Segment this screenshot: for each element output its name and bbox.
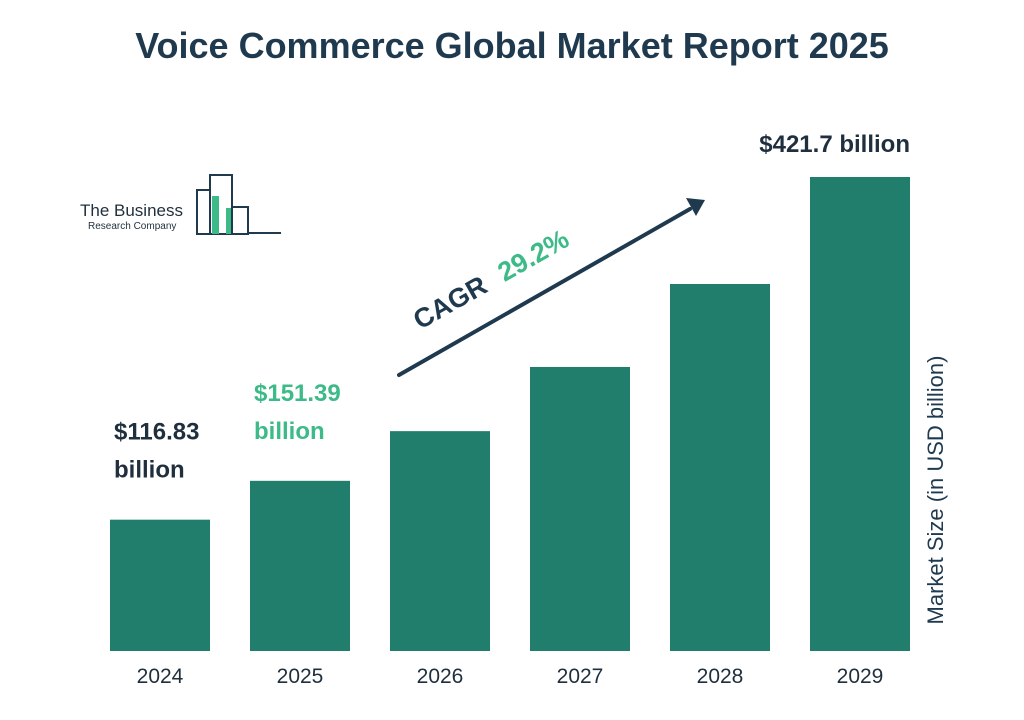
logo-name: The Business — [80, 201, 183, 220]
cagr-annotation: CAGR 29.2% — [397, 198, 705, 377]
x-tick-2026: 2026 — [417, 665, 464, 688]
company-logo: The Business Research Company — [80, 174, 281, 235]
cagr-label: CAGR 29.2% — [408, 224, 574, 336]
cagr-value-text: 29.2% — [493, 224, 574, 288]
x-tick-2027: 2027 — [557, 665, 604, 688]
data-label-2025-line-2: billion — [254, 418, 325, 445]
data-label-2024-line-2: billion — [114, 457, 185, 484]
x-tick-2025: 2025 — [277, 665, 324, 688]
cagr-label-text: CAGR — [408, 270, 492, 335]
cagr-arrow-head-icon — [686, 198, 705, 216]
cagr-arrow-line — [397, 207, 692, 377]
bar-2027 — [530, 366, 630, 651]
bar-2029 — [810, 177, 910, 651]
bar-2025 — [250, 480, 350, 651]
y-axis-label: Market Size (in USD billion) — [923, 356, 948, 625]
bar-2028 — [670, 284, 770, 651]
data-label-2029-line-1: $421.7 billion — [759, 131, 910, 158]
bar-2026 — [390, 431, 490, 651]
x-tick-2024: 2024 — [137, 665, 184, 688]
data-label-2025-line-1: $151.39 — [254, 380, 341, 407]
x-tick-2028: 2028 — [697, 665, 744, 688]
logo-subname: Research Company — [88, 221, 176, 232]
bars-group — [110, 177, 910, 651]
data-label-2024-line-1: $116.83 — [114, 419, 199, 446]
logo-buildings-icon — [196, 174, 281, 235]
x-axis-ticks: 2024 2025 2026 2027 2028 2029 — [137, 665, 884, 688]
chart-title: Voice Commerce Global Market Report 2025 — [135, 25, 889, 66]
data-labels: $116.83 billion $151.39 billion $421.7 billi… — [114, 131, 910, 484]
x-tick-2029: 2029 — [837, 665, 884, 688]
bar-2024 — [110, 519, 210, 651]
